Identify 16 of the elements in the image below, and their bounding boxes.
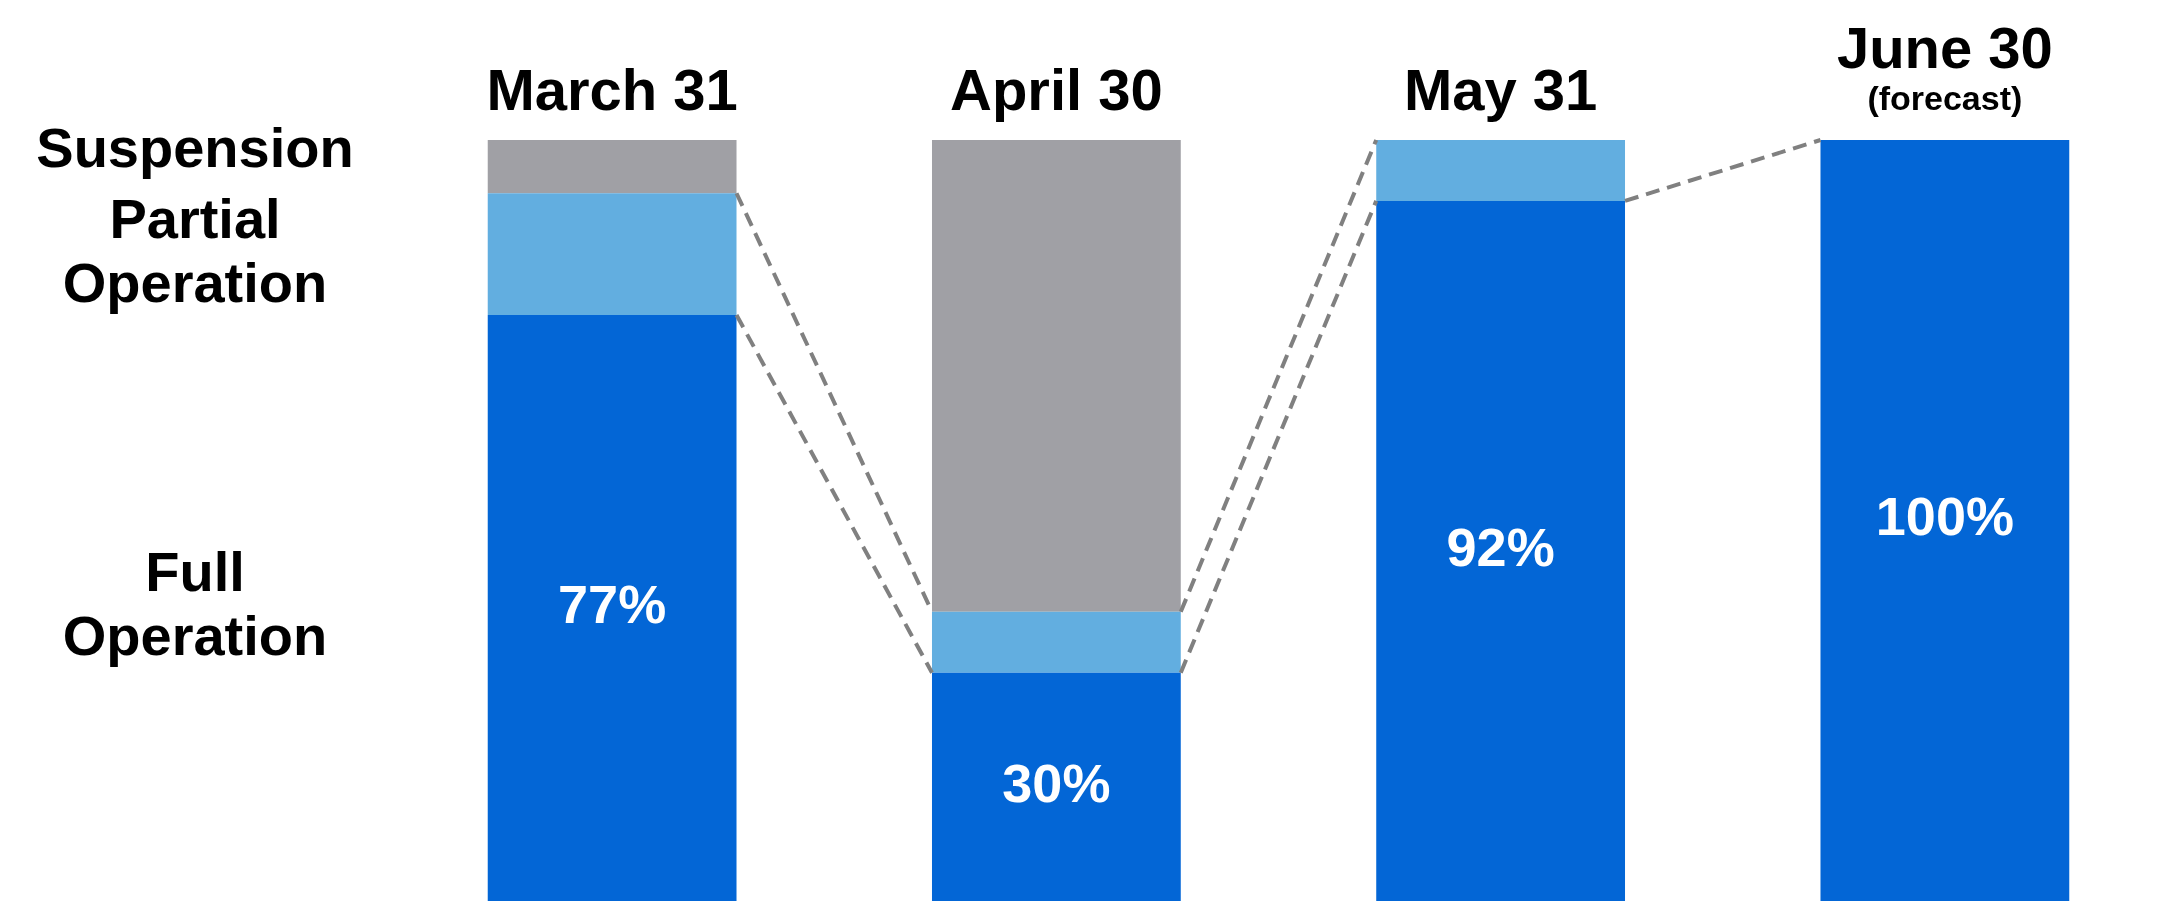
bar <box>931 672 1181 901</box>
data-label: 92% <box>1446 516 1555 577</box>
data-label: 100% <box>1875 486 2014 547</box>
text: Suspension <box>36 116 354 180</box>
text: Full Operation <box>62 540 328 668</box>
data-label: 77% <box>558 573 667 634</box>
x-tick-label: April 30 <box>950 57 1163 122</box>
x-tick-label: March 31 <box>486 57 738 122</box>
data-label: 30% <box>1002 752 1111 813</box>
bar <box>931 611 1181 673</box>
bar <box>487 193 737 316</box>
text: Partial Operation <box>62 186 328 314</box>
x-tick-label: May 31 <box>1403 57 1598 122</box>
bar <box>487 140 737 194</box>
bar <box>1820 140 2070 901</box>
x-tick-label: June 30 (forecast) <box>1836 15 2053 117</box>
